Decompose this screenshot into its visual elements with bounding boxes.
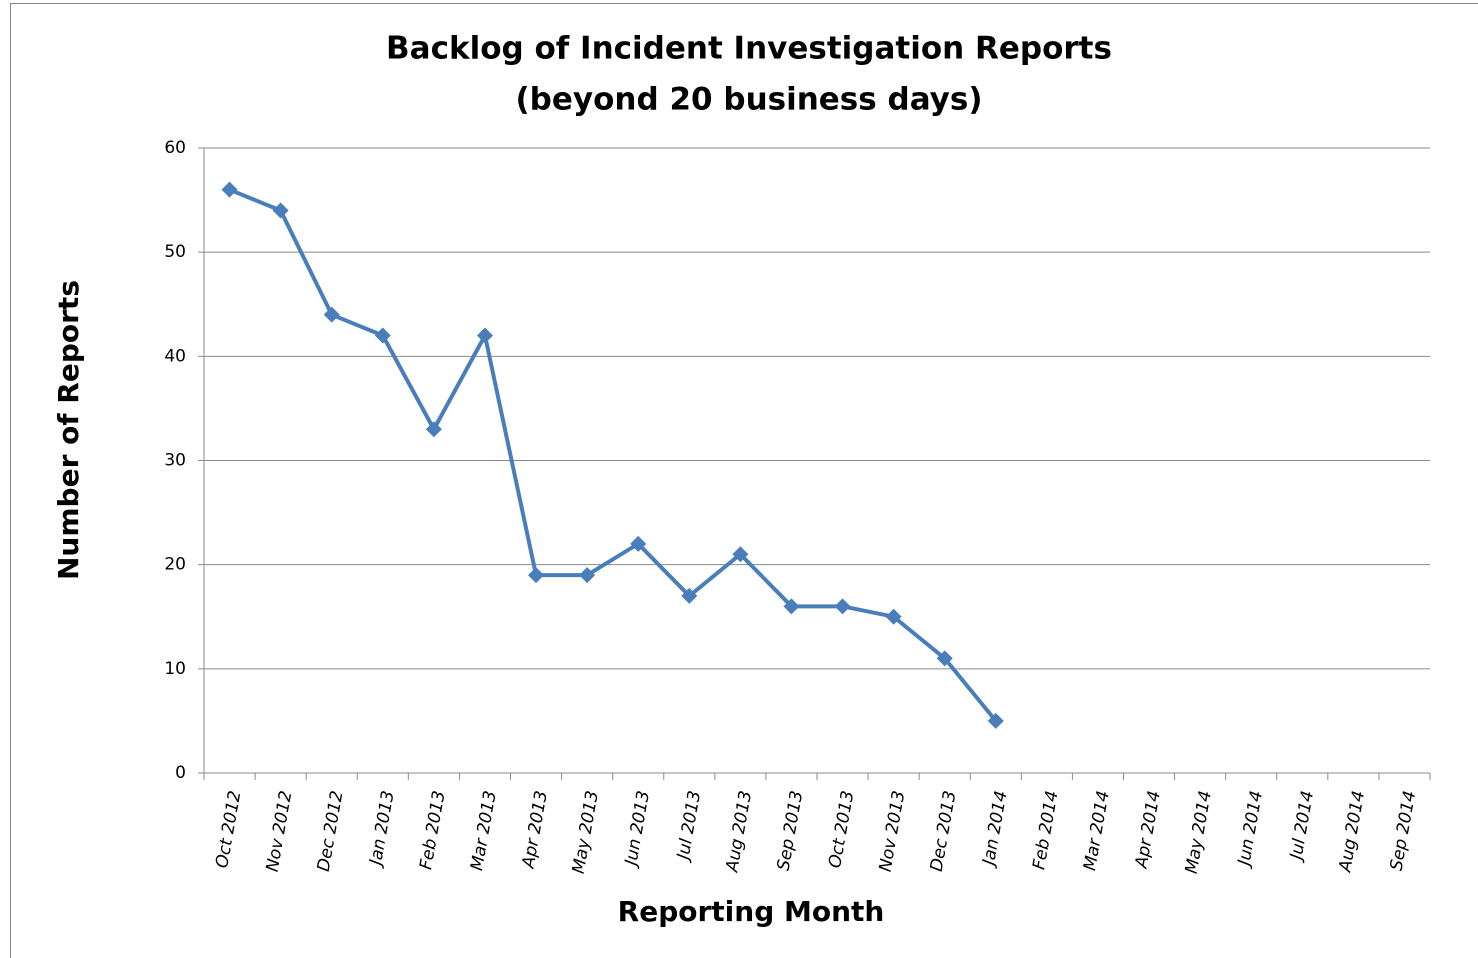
data-point [272, 202, 289, 219]
y-tick-label: 50 [164, 242, 186, 262]
data-line [228, 187, 998, 723]
y-tick-label: 20 [164, 555, 186, 575]
data-point [732, 546, 749, 563]
chart-border [10, 3, 1478, 958]
data-point [374, 327, 391, 344]
y-tick-label: 10 [164, 659, 186, 679]
chart-subtitle: (beyond 20 business days) [516, 82, 983, 118]
data-point [323, 306, 340, 323]
data-point [630, 535, 647, 552]
data-point [476, 327, 493, 344]
data-point [885, 608, 902, 625]
x-axis-title: Reporting Month [618, 895, 885, 928]
y-tick-label: 0 [175, 763, 186, 783]
data-point [936, 650, 953, 667]
y-tick-label: 40 [164, 346, 186, 366]
chart-title: Backlog of Incident Investigation Report… [386, 31, 1112, 67]
data-point [221, 181, 238, 198]
data-point [425, 421, 442, 438]
data-point [783, 598, 800, 615]
y-tick-label: 60 [164, 138, 186, 158]
y-tick-label: 30 [164, 451, 186, 471]
data-point [579, 567, 596, 584]
data-point [681, 587, 698, 604]
data-point [987, 712, 1004, 729]
data-point [528, 567, 545, 584]
data-point [834, 598, 851, 615]
y-axis-title: Number of Reports [52, 280, 85, 580]
